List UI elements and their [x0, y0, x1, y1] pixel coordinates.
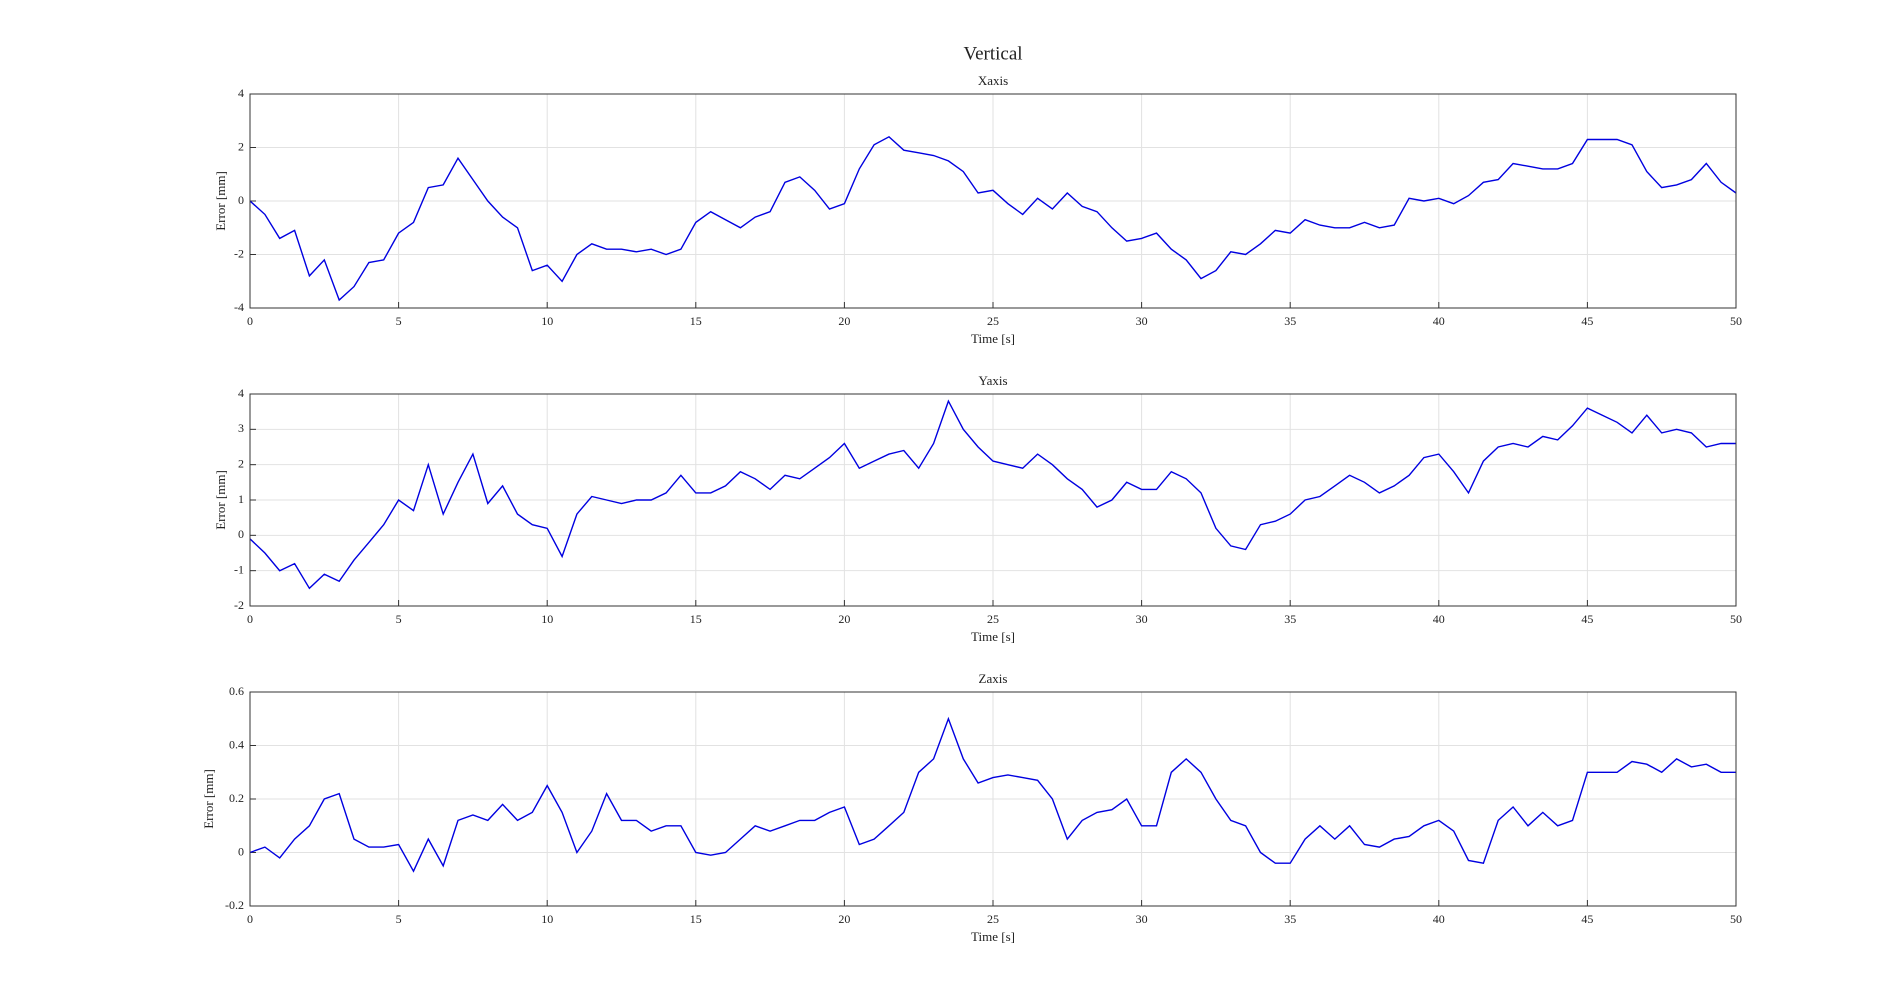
- x-tick-label: 0: [247, 912, 253, 926]
- x-tick-label: 35: [1284, 314, 1296, 328]
- x-tick-label: 40: [1433, 612, 1445, 626]
- y-axis-label: Error [mm]: [213, 470, 228, 530]
- x-axis-label: Time [s]: [971, 929, 1015, 944]
- axes-box: [249, 93, 1737, 309]
- y-tick-label: -1: [234, 562, 244, 576]
- x-tick-label: 0: [247, 314, 253, 328]
- y-tick-label: 3: [238, 421, 244, 435]
- x-tick-label: 50: [1730, 612, 1742, 626]
- x-tick-label: 30: [1136, 314, 1148, 328]
- y-tick-label: 0.4: [229, 737, 244, 751]
- x-tick-label: 10: [541, 314, 553, 328]
- x-axis-label: Time [s]: [971, 331, 1015, 346]
- x-tick-label: 25: [987, 612, 999, 626]
- y-tick-label: 0: [238, 193, 244, 207]
- x-tick-label: 30: [1136, 612, 1148, 626]
- axes-box: [249, 393, 1737, 607]
- x-tick-label: 40: [1433, 912, 1445, 926]
- x-tick-label: 15: [690, 612, 702, 626]
- y-tick-label: 1: [238, 492, 244, 506]
- x-tick-label: 35: [1284, 912, 1296, 926]
- x-tick-label: 5: [396, 612, 402, 626]
- subplot-title: Xaxis: [978, 73, 1008, 88]
- x-tick-label: 45: [1581, 314, 1593, 328]
- x-tick-label: 20: [838, 314, 850, 328]
- x-tick-label: 20: [838, 612, 850, 626]
- x-tick-label: 25: [987, 314, 999, 328]
- x-tick-label: 15: [690, 912, 702, 926]
- subplot-title: Zaxis: [979, 671, 1008, 686]
- x-tick-label: 5: [396, 314, 402, 328]
- x-tick-label: 10: [541, 912, 553, 926]
- x-tick-label: 0: [247, 612, 253, 626]
- x-tick-label: 45: [1581, 912, 1593, 926]
- y-tick-label: 2: [238, 456, 244, 470]
- x-tick-label: 40: [1433, 314, 1445, 328]
- y-tick-label: -2: [234, 246, 244, 260]
- x-tick-label: 45: [1581, 612, 1593, 626]
- figure-title: Vertical: [963, 43, 1022, 64]
- data-line: [249, 399, 1736, 590]
- x-tick-label: 5: [396, 912, 402, 926]
- x-tick-label: 50: [1730, 314, 1742, 328]
- y-tick-label: -0.2: [225, 898, 244, 912]
- y-tick-label: -2: [234, 598, 244, 612]
- y-tick-label: -4: [234, 300, 244, 314]
- x-axis-label: Time [s]: [971, 629, 1015, 644]
- data-line: [249, 135, 1737, 302]
- x-tick-label: 15: [690, 314, 702, 328]
- y-tick-label: 0: [238, 527, 244, 541]
- y-tick-label: 4: [238, 386, 244, 400]
- subplot-title: Yaxis: [978, 373, 1007, 388]
- x-tick-label: 30: [1136, 912, 1148, 926]
- y-axis-label: Error [mm]: [201, 769, 216, 829]
- y-tick-label: 2: [238, 139, 244, 153]
- x-tick-label: 20: [838, 912, 850, 926]
- x-tick-label: 50: [1730, 912, 1742, 926]
- y-tick-label: 0: [238, 844, 244, 858]
- x-tick-label: 25: [987, 912, 999, 926]
- y-axis-label: Error [mm]: [213, 171, 228, 231]
- y-tick-label: 4: [238, 86, 244, 100]
- axes-box: [249, 691, 1737, 907]
- y-tick-label: 0.6: [229, 684, 244, 698]
- data-line: [249, 716, 1736, 873]
- x-tick-label: 35: [1284, 612, 1296, 626]
- x-tick-label: 10: [541, 612, 553, 626]
- y-tick-label: 0.2: [229, 791, 244, 805]
